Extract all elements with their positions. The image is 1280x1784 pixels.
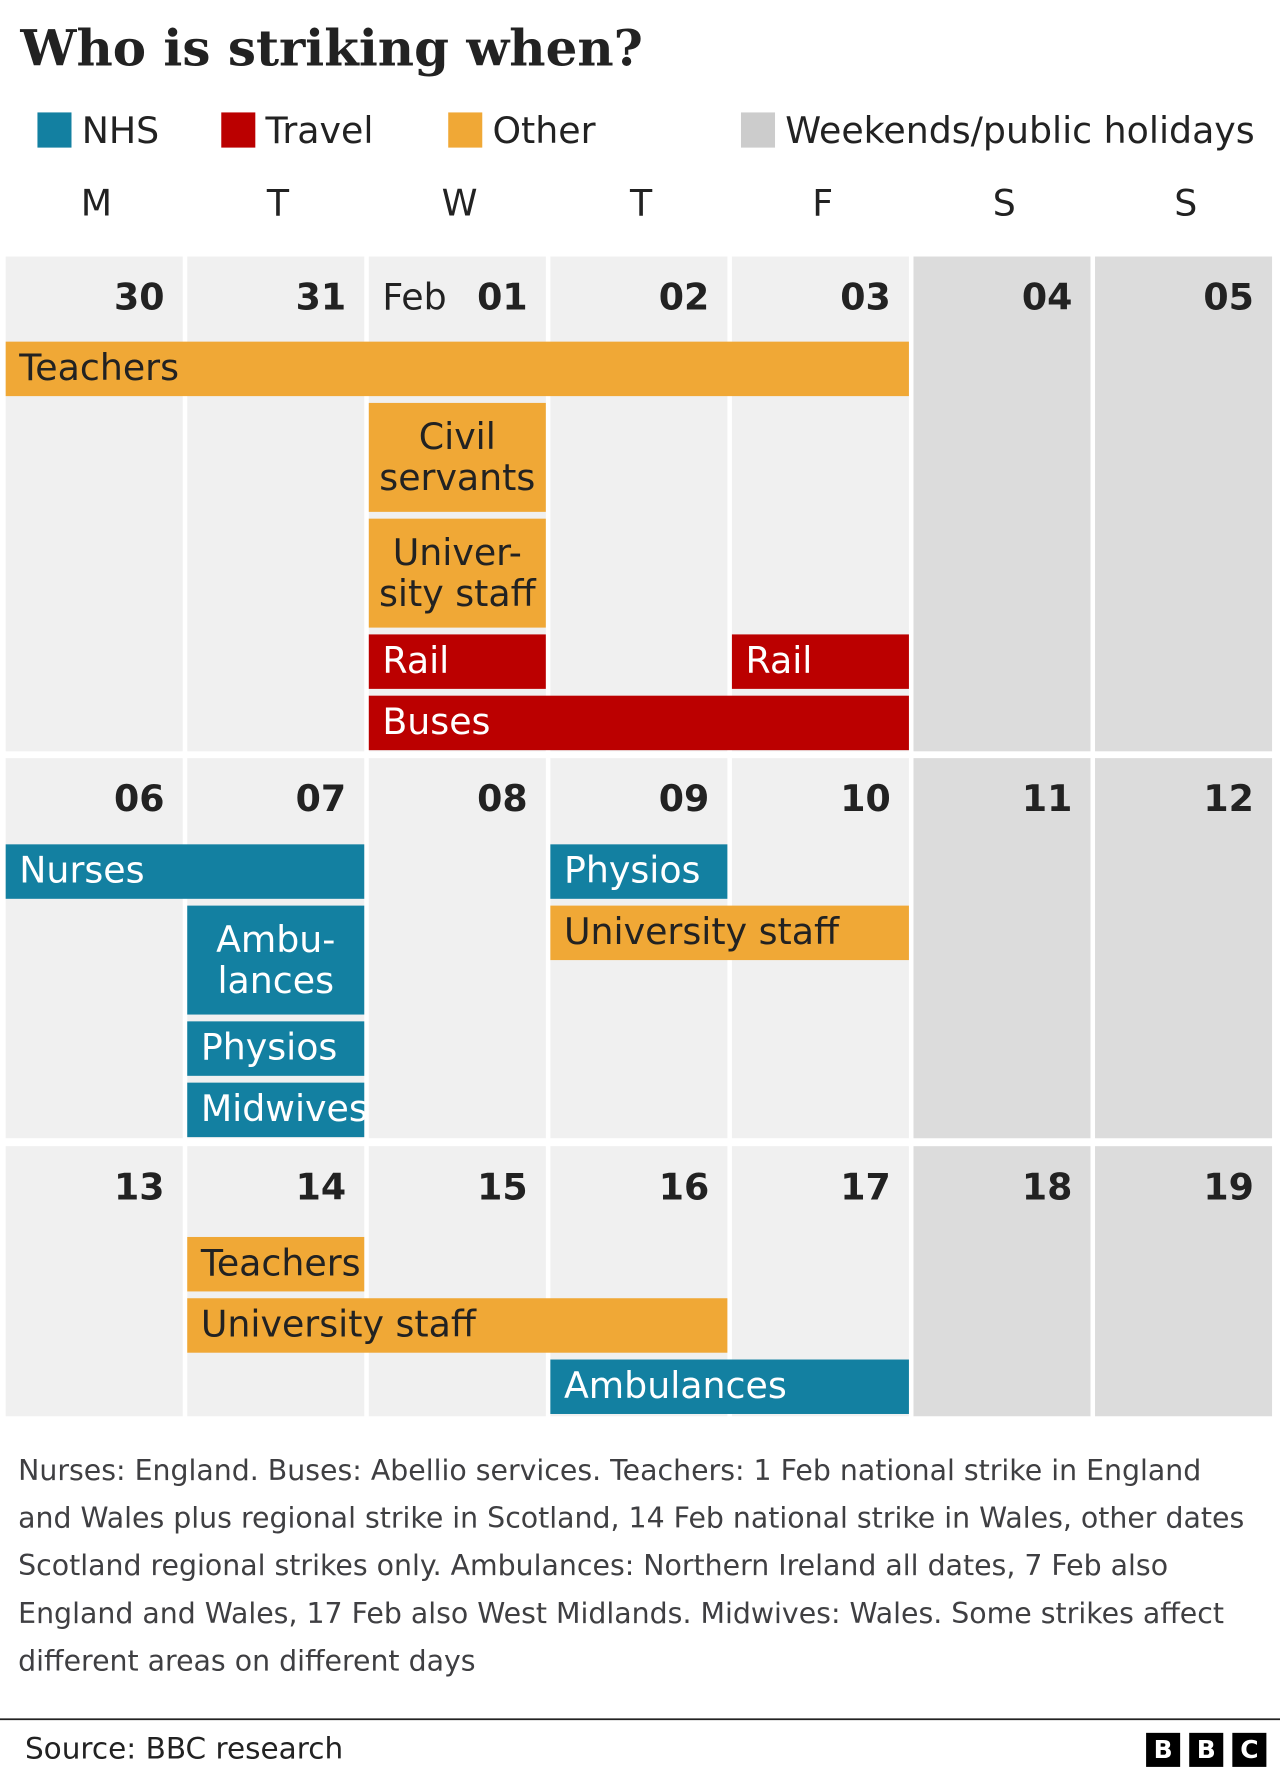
weekday: F <box>812 181 833 224</box>
day-number: 08 <box>477 777 528 820</box>
day-cell <box>913 758 1091 1139</box>
day-cell <box>550 256 728 752</box>
day-number: 15 <box>477 1165 528 1208</box>
strike-label: Physios <box>201 1026 337 1069</box>
strike-bar <box>187 1298 728 1353</box>
day-number: 01 <box>477 276 528 319</box>
day-number: 03 <box>840 276 891 319</box>
strike-bar <box>368 634 546 689</box>
strike-bar <box>368 695 909 751</box>
legend-label: NHS <box>82 109 160 152</box>
strike-label: Midwives <box>201 1087 368 1130</box>
day-number: 14 <box>296 1165 347 1208</box>
legend-label: Other <box>492 109 595 152</box>
day-month: Feb <box>382 276 446 319</box>
strike-bar <box>5 341 909 397</box>
strike-bar <box>550 905 909 961</box>
logo-letter: B <box>1197 1735 1216 1764</box>
day-cell <box>5 256 183 752</box>
legend-swatch <box>221 112 256 148</box>
legend-swatch <box>37 112 72 148</box>
strike-bar <box>550 1359 909 1414</box>
strike-label: Teachers <box>18 346 179 389</box>
strike-label: Ambulances <box>564 1364 787 1407</box>
day-cell <box>368 1146 546 1417</box>
strike-bar <box>187 1082 365 1138</box>
strike-label: Nurses <box>19 849 144 892</box>
legend-label: Weekends/public holidays <box>785 109 1254 152</box>
strike-label: Rail <box>746 639 813 682</box>
strike-label: sity staff <box>379 572 537 615</box>
strike-bar <box>550 844 728 899</box>
day-number: 05 <box>1203 276 1254 319</box>
strike-label: Physios <box>564 849 701 892</box>
day-number: 19 <box>1203 1165 1254 1208</box>
weekday: T <box>266 181 290 224</box>
day-number: 06 <box>114 777 165 820</box>
day-number: 31 <box>296 276 347 319</box>
day-number: 02 <box>659 276 710 319</box>
day-number: 12 <box>1203 777 1254 820</box>
day-number: 16 <box>659 1165 710 1208</box>
strike-bar <box>731 634 909 689</box>
legend-label: Travel <box>265 109 374 152</box>
day-number: 09 <box>659 777 710 820</box>
logo-box <box>1189 1732 1224 1767</box>
day-number: 17 <box>840 1165 891 1208</box>
day-cell <box>913 256 1091 752</box>
strike-bar <box>368 402 546 512</box>
strike-bar <box>5 844 365 899</box>
day-number: 10 <box>840 777 891 820</box>
day-cell <box>1095 758 1273 1139</box>
legend-swatch <box>740 112 776 148</box>
strike-label: Rail <box>382 639 449 682</box>
strike-label: Civil <box>419 415 496 458</box>
note: Nurses: England. Buses: Abellio services… <box>18 1453 1245 1678</box>
source: Source: BBC research <box>25 1731 343 1765</box>
strike-label: University staff <box>201 1303 477 1346</box>
logo-letter: B <box>1154 1735 1173 1764</box>
note-box: Nurses: England. Buses: Abellio services… <box>18 1453 1245 1678</box>
strike-label: lances <box>217 959 334 1002</box>
day-cell <box>1095 1146 1273 1417</box>
logo-letter: C <box>1240 1735 1258 1764</box>
strike-label: Buses <box>382 700 490 743</box>
day-number: 07 <box>296 777 347 820</box>
strike-bar <box>187 1021 365 1076</box>
day-number: 04 <box>1022 276 1073 319</box>
day-cell <box>368 758 546 1139</box>
strike-bar <box>187 905 365 1015</box>
day-number: 18 <box>1022 1165 1073 1208</box>
day-number: 11 <box>1022 777 1073 820</box>
weekday: S <box>1174 181 1197 224</box>
strike-bar <box>368 518 546 628</box>
day-cell <box>913 1146 1091 1417</box>
weekday: W <box>442 181 478 224</box>
weekday: T <box>629 181 653 224</box>
logo-box <box>1232 1732 1267 1767</box>
day-cell <box>5 1146 183 1417</box>
title: Who is striking when? <box>19 18 642 77</box>
strike-label: Univer- <box>393 531 522 574</box>
weekday: S <box>993 181 1016 224</box>
strike-label: University staff <box>564 910 840 953</box>
day-number: 30 <box>114 276 165 319</box>
day-number: 13 <box>114 1165 165 1208</box>
strike-label: servants <box>379 456 535 499</box>
legend-swatch <box>448 112 483 148</box>
strike-label: Teachers <box>200 1241 361 1284</box>
day-cell <box>187 256 365 752</box>
strike-label: Ambu- <box>216 918 335 961</box>
weekday: M <box>81 181 112 224</box>
strike-bar <box>187 1236 365 1292</box>
logo-box <box>1146 1732 1181 1767</box>
day-cell <box>5 758 183 1139</box>
day-cell <box>1095 256 1273 752</box>
